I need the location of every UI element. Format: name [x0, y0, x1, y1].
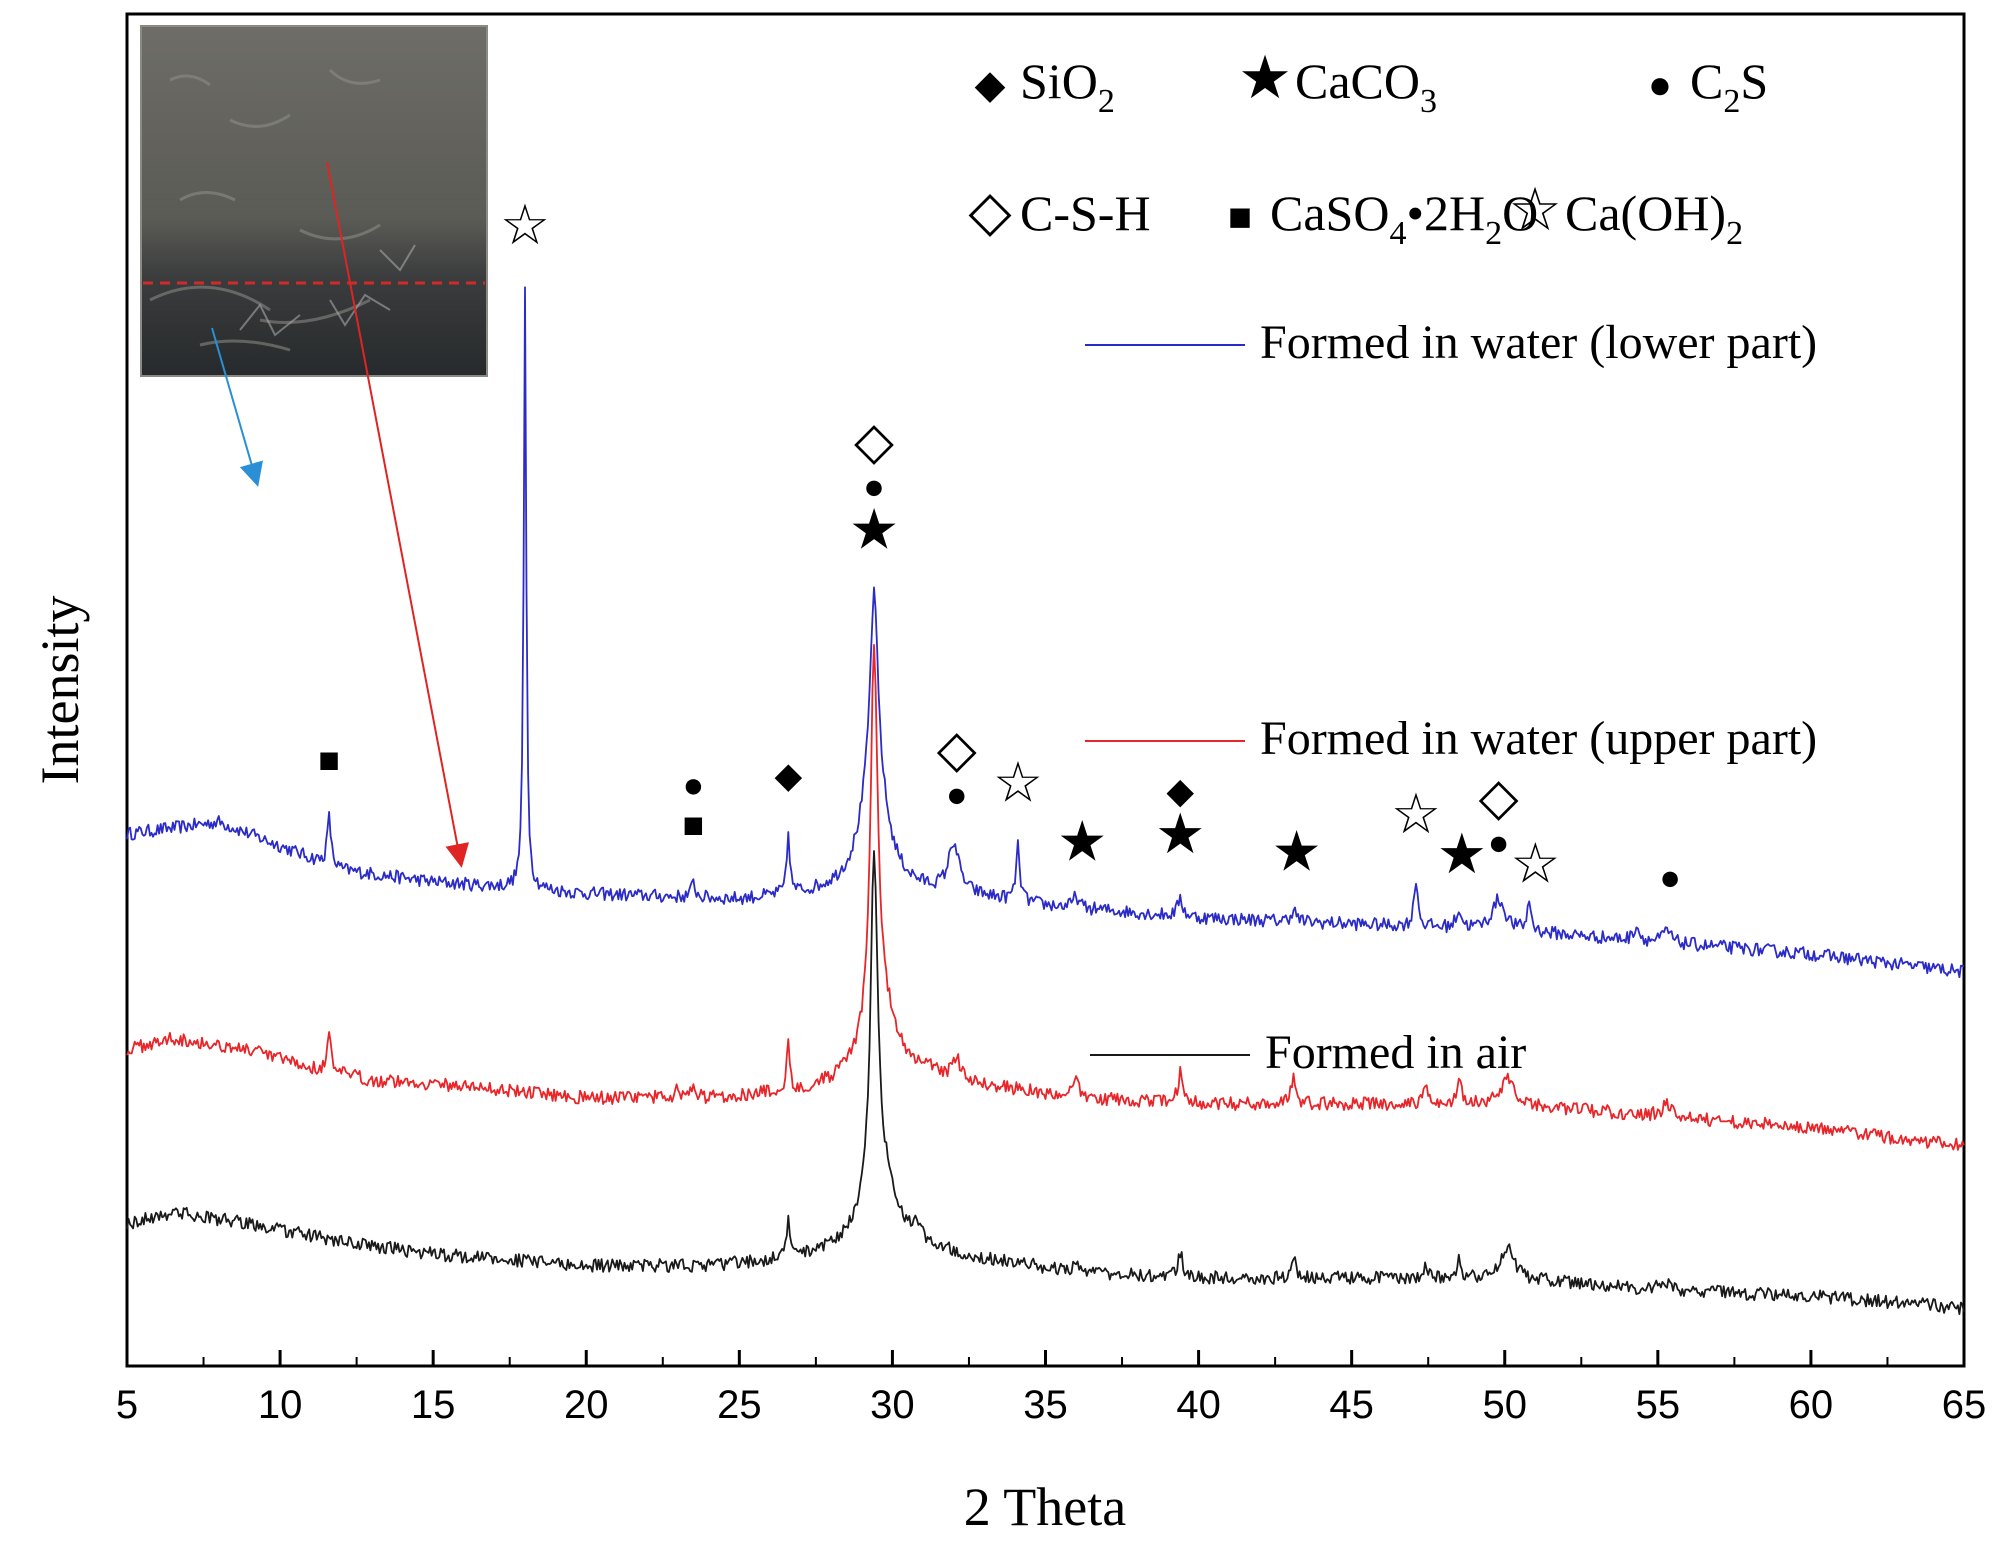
arrow-to-upper-part	[326, 161, 470, 868]
x-axis-ticks: 5 10 15 20 25 30 35 40 45 50 55 60 65	[116, 1350, 1986, 1427]
peak-marker: ☆	[1391, 784, 1441, 846]
peak-marker: ◇	[854, 414, 894, 471]
peak-marker: ■	[318, 740, 340, 780]
peak-marker: ☆	[500, 195, 550, 257]
phase-legend-symbol: ★	[1238, 45, 1292, 111]
peak-marker: ★	[1271, 822, 1321, 884]
x-tick-label: 20	[564, 1383, 609, 1427]
x-tick-label: 55	[1636, 1383, 1681, 1427]
peak-marker: ★	[1155, 804, 1205, 866]
inset-photo	[140, 25, 488, 868]
series-layer	[126, 286, 1965, 1315]
phase-legend-symbol: ◆	[975, 62, 1006, 107]
series-line-0	[126, 286, 1965, 979]
peak-marker: ●	[863, 467, 885, 507]
phase-legend-label: CaCO3	[1295, 53, 1437, 120]
peak-marker: ★	[1437, 824, 1487, 886]
series-line-1	[126, 644, 1965, 1151]
legend-label: Formed in water (upper part)	[1260, 712, 1817, 765]
inset-texture	[149, 68, 381, 352]
inset-photo-image	[140, 25, 488, 377]
peak-markers: ☆■■● ◆★●◇●◇☆★ ★◆★☆★ ●◇☆ ●	[318, 195, 1681, 897]
peak-marker: ◇	[937, 721, 977, 778]
x-axis-title: 2 Theta	[964, 1477, 1126, 1537]
x-tick-label: 65	[1942, 1383, 1987, 1427]
arrow-to-lower-part	[211, 327, 263, 487]
phase-legend-label: C-S-H	[1020, 185, 1151, 241]
x-tick-label: 50	[1483, 1383, 1528, 1427]
x-tick-label: 15	[411, 1383, 456, 1427]
peak-marker: ◇	[1479, 769, 1519, 826]
x-tick-label: 45	[1329, 1383, 1374, 1427]
x-tick-label: 10	[258, 1383, 303, 1427]
x-tick-label: 35	[1023, 1383, 1068, 1427]
peak-marker: ☆	[1510, 833, 1560, 895]
peak-marker: ●	[683, 765, 705, 805]
x-tick-label: 30	[870, 1383, 915, 1427]
peak-marker: ★	[1057, 812, 1107, 874]
legend-label: Formed in air	[1265, 1026, 1526, 1079]
phase-legend-symbol: ■	[1228, 194, 1252, 239]
peak-marker: ◆	[774, 755, 802, 795]
peak-marker: ■	[683, 805, 705, 845]
y-axis-title: Intensity	[30, 596, 90, 785]
phase-legend-symbol: ☆	[1508, 177, 1562, 243]
x-tick-label: 40	[1176, 1383, 1221, 1427]
phase-legend-label: C2S	[1690, 53, 1768, 120]
x-tick-label: 25	[717, 1383, 762, 1427]
peak-marker: ●	[1488, 822, 1510, 862]
series-line-2	[126, 850, 1965, 1315]
peak-marker: ★	[849, 500, 899, 562]
peak-marker: ☆	[993, 752, 1043, 814]
phase-legend: ◆ SiO2 ★ CaCO3 ● C2S ◇ C-S-H ■ CaSO4•2H2O☆ Ca(OH)2	[968, 45, 1768, 252]
phase-legend-symbol: ●	[1648, 62, 1672, 107]
x-tick-label: 60	[1789, 1383, 1834, 1427]
x-tick-label: 5	[116, 1383, 138, 1427]
phase-legend-label: CaSO4•2H2O	[1270, 185, 1538, 252]
peak-marker: ●	[946, 774, 968, 814]
phase-legend-label: Ca(OH)2	[1565, 185, 1743, 252]
legend-label: Formed in water (lower part)	[1260, 316, 1817, 369]
peak-marker: ◆	[1166, 771, 1194, 811]
phase-legend-symbol: ◇	[968, 181, 1011, 243]
phase-legend-label: SiO2	[1020, 53, 1115, 120]
peak-marker: ●	[1659, 857, 1681, 897]
series-legend: Formed in water (lower part) Formed in wa…	[1085, 316, 1817, 1079]
